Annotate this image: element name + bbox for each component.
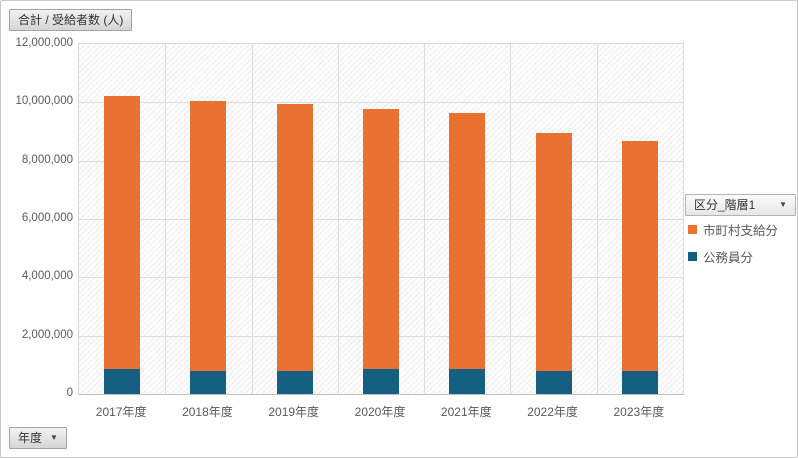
x-axis-tick-label: 2018年度: [182, 405, 233, 419]
axis-field-button[interactable]: 年度 ▼: [9, 427, 67, 449]
bar-segment-市町村支給分-2022年度: [535, 133, 572, 371]
y-axis-tick-label: 8,000,000: [21, 153, 73, 166]
value-field-button[interactable]: 合計 / 受給者数 (人): [9, 9, 133, 31]
bar-segment-市町村支給分-2020年度: [363, 109, 399, 370]
x-axis-tick-label: 2019年度: [268, 405, 320, 419]
y-gridline: [79, 102, 683, 104]
x-gridline: [252, 44, 253, 394]
legend-field-button[interactable]: 区分_階層1 ▼: [685, 194, 796, 216]
x-axis-tick-label: 2020年度: [354, 405, 406, 419]
bar-segment-公務員分-2020年度: [363, 369, 399, 394]
bar-segment-公務員分-2022年度: [535, 370, 572, 394]
legend-swatch-icon: [688, 252, 697, 261]
legend-label: 公務員分: [703, 251, 754, 265]
chevron-down-icon: ▼: [779, 200, 787, 209]
x-gridline: [424, 44, 425, 394]
bar-segment-市町村支給分-2023年度: [621, 141, 658, 371]
legend-item: 公務員分: [688, 247, 778, 266]
bar-segment-市町村支給分-2017年度: [104, 95, 141, 370]
y-axis-tick-label: 2,000,000: [21, 328, 73, 341]
y-axis-tick-label: 4,000,000: [21, 270, 73, 283]
bar-segment-公務員分-2018年度: [190, 370, 227, 394]
bar-segment-公務員分-2023年度: [621, 370, 658, 394]
legend-swatch-icon: [688, 225, 697, 234]
x-gridline: [597, 44, 598, 394]
y-axis-tick-label: 0: [66, 387, 73, 399]
legend-field-label: 区分_階層1: [694, 198, 756, 212]
x-gridline: [510, 44, 511, 394]
x-axis-tick-label: 2021年度: [440, 405, 492, 419]
bar-segment-市町村支給分-2021年度: [449, 113, 486, 370]
chevron-down-icon: ▼: [50, 433, 58, 442]
x-axis-tick-label: 2022年度: [527, 405, 578, 419]
bar-segment-公務員分-2019年度: [276, 370, 313, 394]
axis-field-label: 年度: [18, 431, 43, 445]
plot-area: [78, 43, 684, 395]
bar-segment-公務員分-2017年度: [104, 369, 141, 394]
legend: 市町村支給分 公務員分: [688, 220, 778, 274]
x-gridline: [338, 44, 339, 394]
legend-item: 市町村支給分: [688, 220, 778, 239]
bar-segment-市町村支給分-2018年度: [190, 101, 227, 371]
x-gridline: [165, 44, 166, 394]
y-axis-tick-label: 12,000,000: [15, 37, 73, 49]
bar-segment-市町村支給分-2019年度: [276, 104, 313, 371]
bar-segment-公務員分-2021年度: [449, 369, 486, 394]
x-axis-tick-label: 2017年度: [95, 405, 147, 419]
y-axis-tick-label: 6,000,000: [21, 212, 73, 224]
value-field-label: 合計 / 受給者数 (人): [18, 13, 124, 27]
x-axis-tick-label: 2023年度: [613, 405, 665, 419]
y-axis-tick-label: 10,000,000: [15, 95, 73, 108]
legend-label: 市町村支給分: [703, 224, 779, 238]
